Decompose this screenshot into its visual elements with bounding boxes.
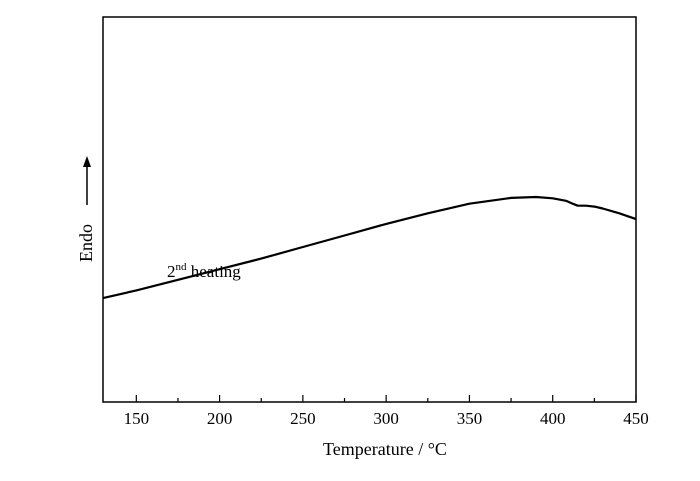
- x-tick-label: 300: [373, 409, 399, 428]
- up-arrow-icon: [83, 156, 91, 167]
- x-axis-label: Temperature / °C: [323, 439, 447, 459]
- heating-curve: [102, 195, 637, 300]
- annotation-2nd-heating: 2nd heating: [167, 261, 241, 281]
- x-tick-label: 350: [457, 409, 483, 428]
- y-axis-label-group: Endo: [76, 156, 96, 262]
- x-tick-label: 150: [124, 409, 150, 428]
- x-tick-label: 250: [290, 409, 316, 428]
- y-axis-label: Endo: [76, 224, 96, 262]
- x-tick-label: 400: [540, 409, 566, 428]
- x-tick-label: 450: [623, 409, 649, 428]
- x-axis: 150 200 250 300 350 400 450: [124, 395, 649, 428]
- plot-frame: [102, 16, 637, 403]
- x-tick-label: 200: [207, 409, 233, 428]
